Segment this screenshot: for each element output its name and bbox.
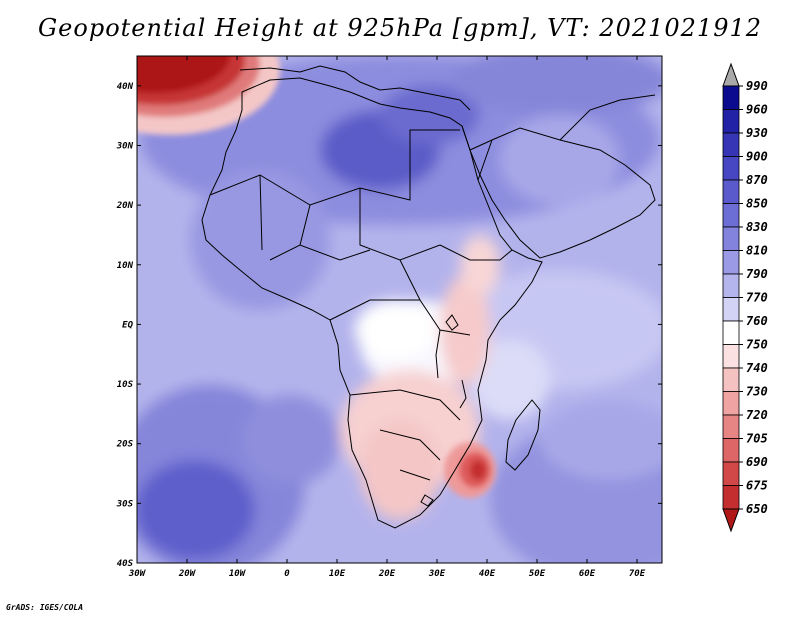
colorbar-swatch: [722, 485, 740, 510]
colorbar-swatch: [722, 438, 740, 463]
colorbar-label: 760: [746, 314, 768, 328]
colorbar-swatch: [722, 320, 740, 345]
lon-tick-label: 20W: [178, 569, 197, 579]
colorbar-label: 730: [746, 385, 768, 399]
colorbar-bottom-arrow: [722, 508, 740, 533]
grads-credit: GrADS: IGES/COLA: [6, 603, 84, 612]
colorbar-label: 740: [746, 361, 768, 375]
colorbar-swatch: [722, 250, 740, 275]
map-axes: 30W 20W 10W 0 10E 20E 30E 40E 50E 60E 70E 40N 30N 20N…: [116, 56, 662, 579]
colorbar-label: 960: [746, 103, 768, 117]
lon-tick-label: 10E: [329, 569, 346, 579]
lat-tick-label: 20N: [116, 201, 134, 211]
lon-tick-label: 0: [284, 569, 290, 579]
colorbar-swatch: [722, 156, 740, 181]
colorbar-label: 675: [746, 479, 768, 493]
colorbar-label: 900: [746, 150, 768, 164]
colorbar-swatch: [722, 85, 740, 110]
colorbar-swatch: [722, 461, 740, 486]
colorbar-label: 850: [746, 197, 768, 211]
lat-tick-label: 10N: [117, 261, 134, 271]
colorbar-label: 990: [746, 79, 768, 93]
colorbar-label: 830: [746, 220, 768, 234]
lat-tick-label: 40N: [117, 82, 134, 92]
colorbar-swatch: [722, 344, 740, 369]
lon-tick-label: 10W: [229, 569, 247, 579]
lat-tick-label: 20S: [116, 440, 134, 450]
colorbar-label: 770: [746, 291, 768, 305]
colorbar-label: 930: [746, 126, 768, 140]
coastlines: [201, 65, 656, 529]
colorbar-label: 690: [746, 455, 768, 469]
colorbar-top-arrow: [722, 62, 740, 87]
lon-tick-label: 30W: [128, 569, 147, 579]
colorbar-swatch: [722, 132, 740, 157]
colorbar-swatch: [722, 109, 740, 134]
colorbar-label: 750: [746, 338, 768, 352]
colorbar-swatch: [722, 203, 740, 228]
colorbar-label: 870: [746, 173, 768, 187]
colorbar-label: 650: [746, 502, 768, 516]
plot-frame: [136, 55, 663, 564]
lon-tick-label: 60E: [579, 569, 596, 579]
height-field: [137, 56, 662, 563]
colorbar-swatch: [722, 297, 740, 322]
chart-title: Geopotential Height at 925hPa [gpm], VT:…: [38, 14, 762, 42]
lon-tick-label: 20E: [378, 569, 396, 579]
colorbar-label: 705: [746, 432, 768, 446]
lat-tick-label: 30N: [116, 141, 134, 151]
colorbar-label: 810: [746, 244, 768, 258]
colorbar-swatch: [722, 367, 740, 392]
colorbar-swatch: [722, 273, 740, 298]
colorbar-label: 790: [746, 267, 768, 281]
colorbar-label: 720: [746, 408, 768, 422]
lon-tick-label: 70E: [629, 569, 646, 579]
lon-tick-label: 40E: [479, 569, 496, 579]
lat-tick-label: 10S: [117, 380, 134, 390]
colorbar-swatch: [722, 391, 740, 416]
colorbar: 990 960 930 900 870 850 830 810 790 770 760 750 740 7…: [722, 62, 768, 533]
lat-tick-label: 40S: [117, 559, 134, 569]
lat-tick-label: EQ: [122, 320, 133, 330]
colorbar-swatch: [722, 179, 740, 204]
colorbar-swatch: [722, 226, 740, 251]
lon-tick-label: 50E: [529, 569, 546, 579]
lon-tick-label: 30E: [428, 569, 446, 579]
colorbar-swatch: [722, 414, 740, 439]
lat-tick-label: 30S: [116, 499, 134, 509]
